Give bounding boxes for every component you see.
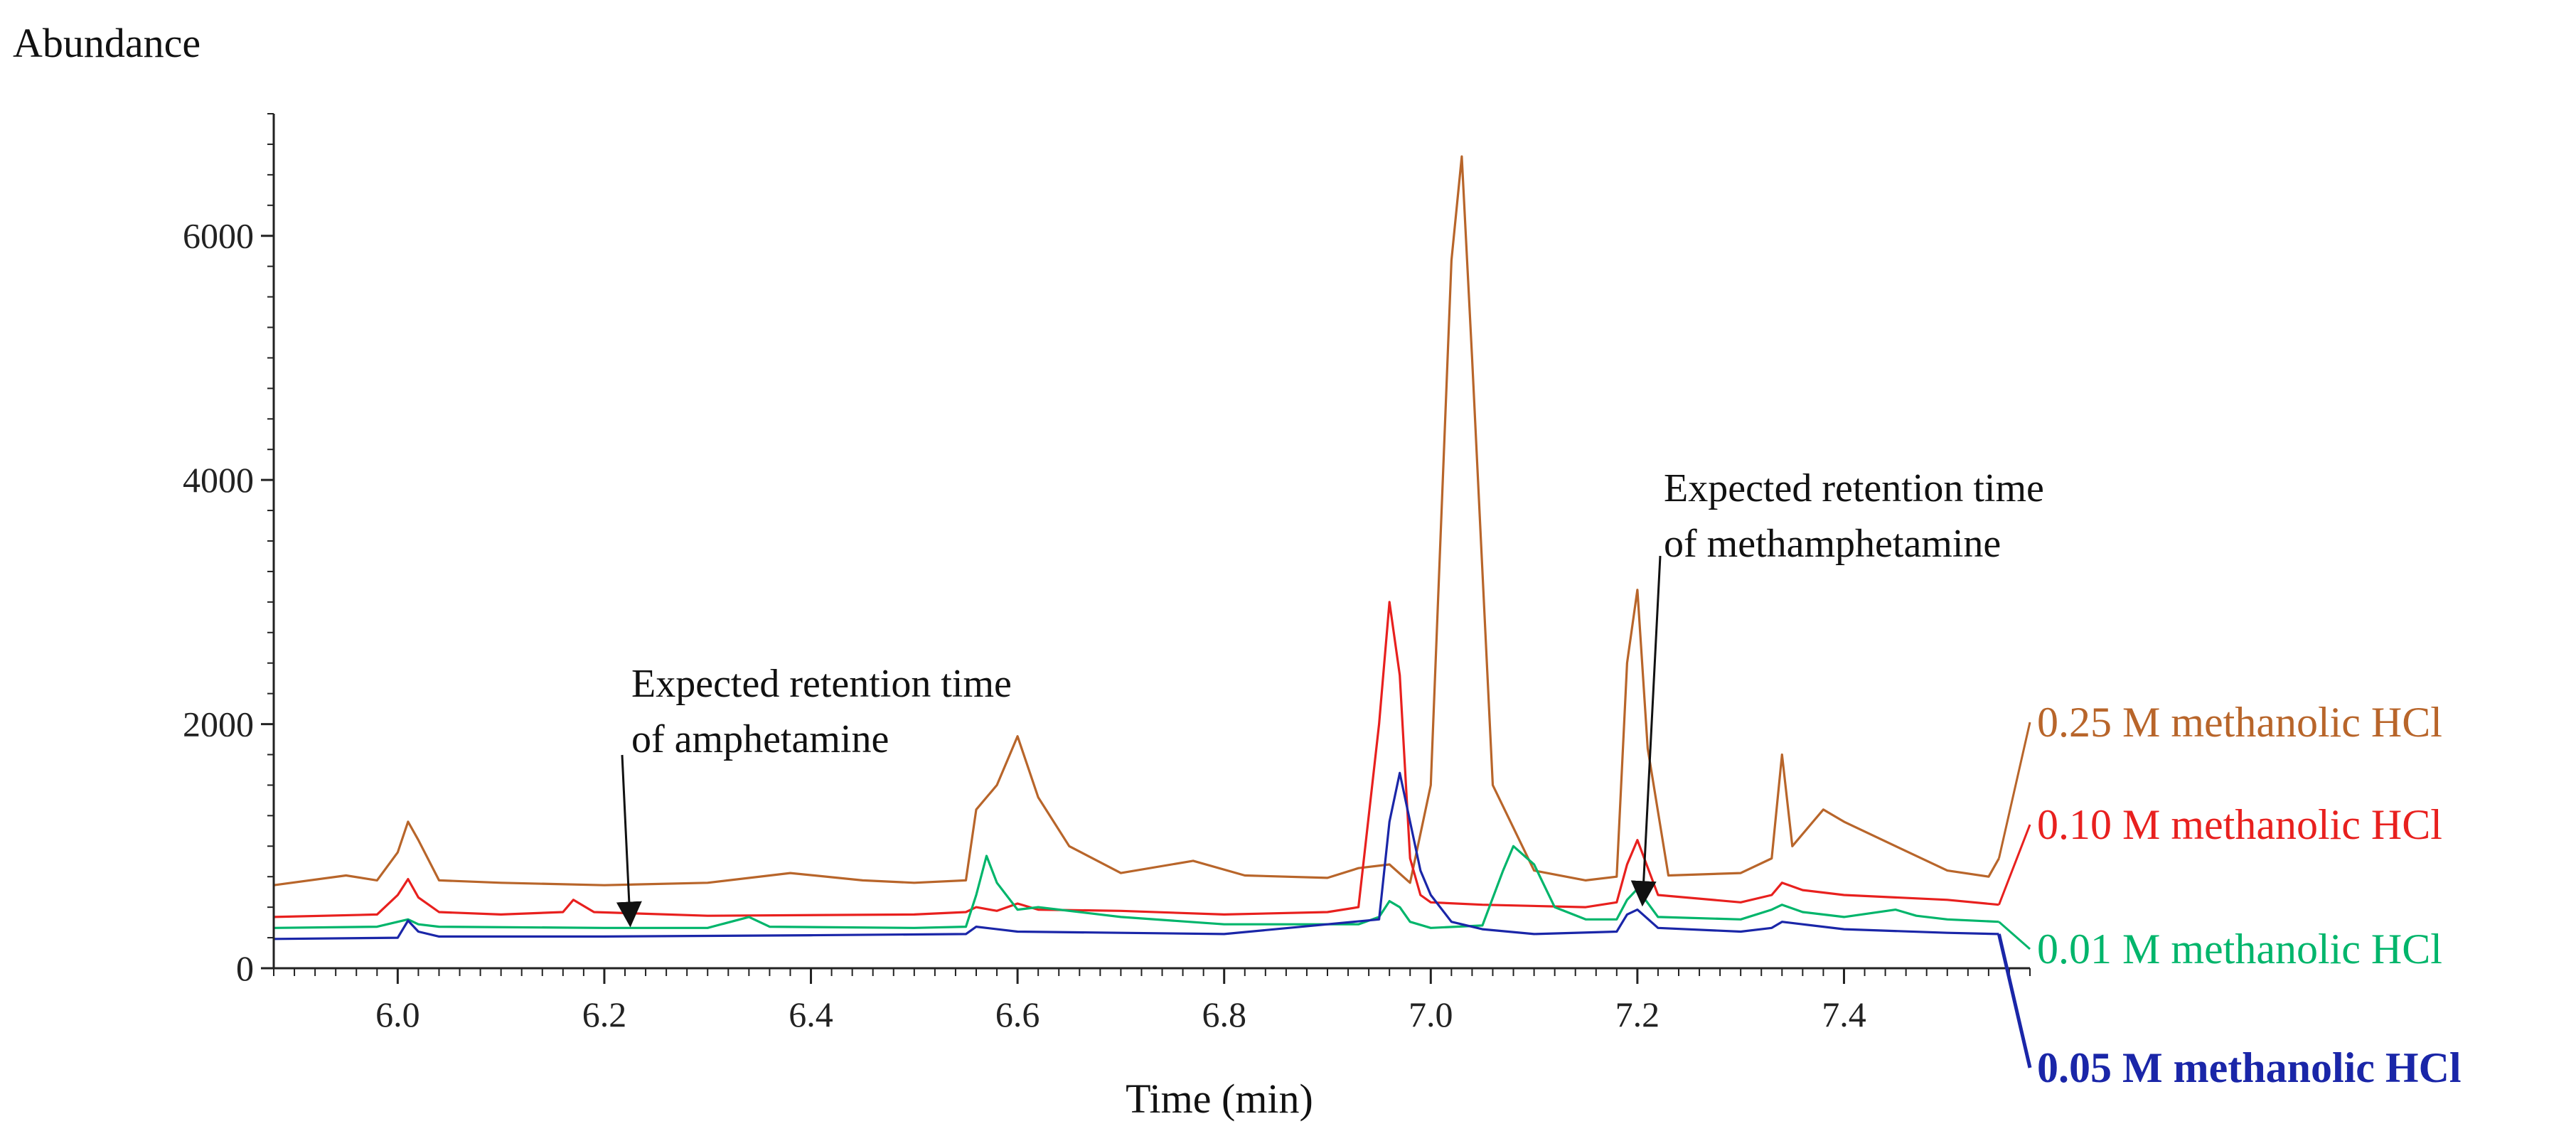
series-line-3 [273, 771, 1999, 941]
annotation-line1-0: Expected retention time [631, 662, 1012, 706]
x-tick-label: 6.0 [375, 995, 420, 1034]
x-tick-label: 7.4 [1822, 995, 1866, 1034]
y-tick-label: 0 [236, 948, 254, 988]
x-tick-label: 6.8 [1202, 995, 1246, 1034]
legend-pointer-1 [1998, 824, 2031, 906]
x-tick-label: 6.4 [789, 995, 833, 1034]
x-tick-label: 7.0 [1409, 995, 1453, 1034]
legend-label-1: 0.10 M methanolic HCl [2037, 801, 2442, 848]
y-tick-label: 4000 [183, 460, 254, 500]
x-tick-label: 7.2 [1615, 995, 1660, 1034]
legend-label-0: 0.25 M methanolic HCl [2037, 699, 2442, 746]
x-axis-title: Time (min) [1126, 1076, 1313, 1122]
annotation-arrow-1 [1630, 555, 1662, 907]
annotation-line2-1: of methamphetamine [1664, 522, 2001, 566]
annotation-line2-0: of amphetamine [631, 717, 889, 761]
x-tick-label: 6.6 [995, 995, 1040, 1034]
series-line-0 [273, 155, 2000, 886]
legend-label-2: 0.01 M methanolic HCl [2037, 926, 2442, 972]
series-line-2 [273, 845, 1999, 929]
x-tick-label: 6.2 [582, 995, 627, 1034]
series-line-1 [273, 601, 1999, 918]
y-axis-title: Abundance [13, 20, 201, 66]
legend-pointer-3 [1997, 933, 2032, 1068]
legend-pointer-2 [1998, 921, 2031, 950]
legend-pointer-0 [1997, 722, 2031, 859]
y-tick-label: 2000 [183, 704, 254, 744]
annotation-line1-1: Expected retention time [1664, 466, 2044, 510]
legend-label-3: 0.05 M methanolic HCl [2037, 1044, 2462, 1091]
annotation-arrow-0 [616, 754, 642, 928]
y-tick-label: 6000 [183, 216, 254, 256]
